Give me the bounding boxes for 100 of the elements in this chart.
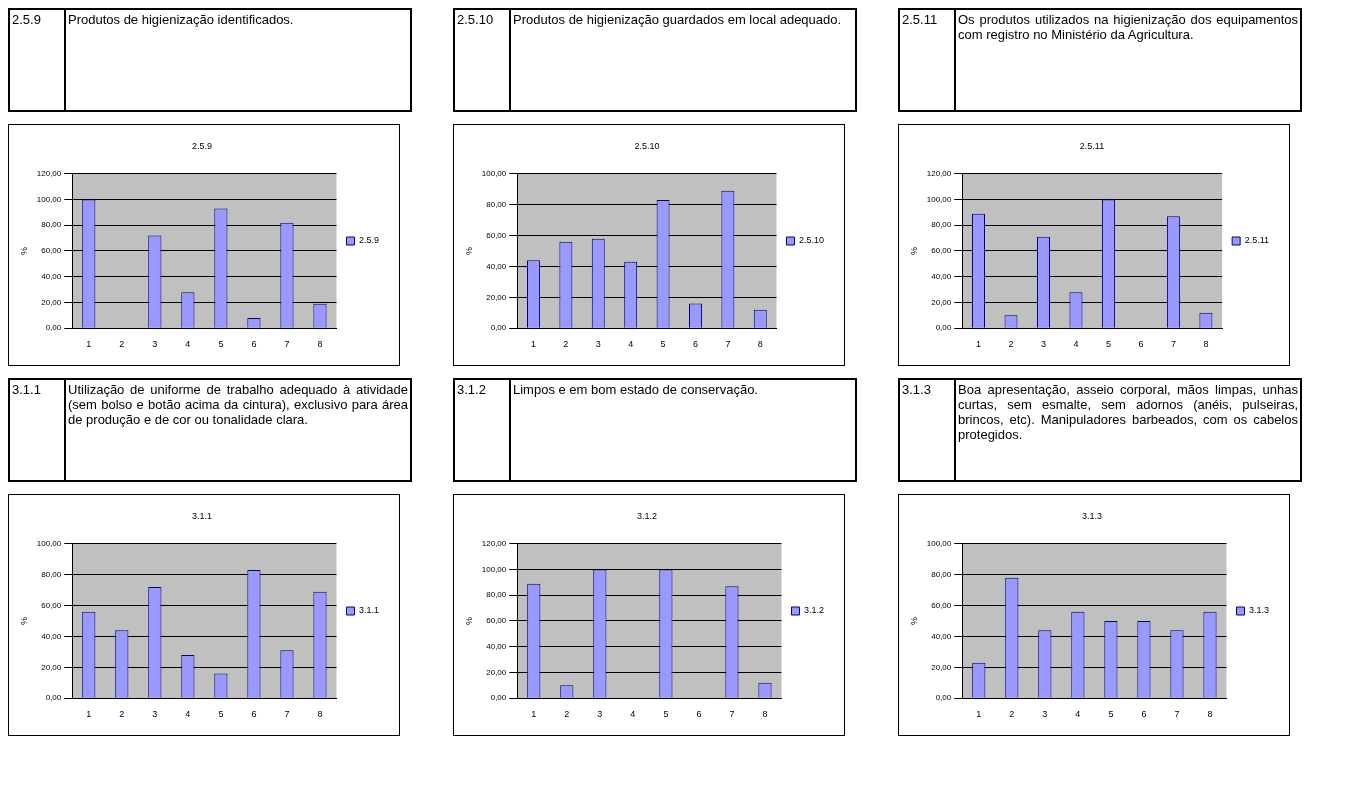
y-tick-label: 80,00 — [931, 220, 952, 230]
x-tick-label: 3 — [1042, 709, 1048, 720]
y-tick-label: 120,00 — [36, 169, 62, 178]
y-tick-label: 20,00 — [41, 662, 62, 672]
x-tick-label: 1 — [86, 709, 92, 720]
x-tick-label: 6 — [696, 709, 702, 720]
x-tick-label: 8 — [1207, 709, 1213, 720]
chart-title: 3.1.3 — [1081, 510, 1103, 521]
x-tick-label: 7 — [1170, 339, 1176, 350]
y-tick-label: 0,00 — [45, 693, 62, 703]
y-tick-label: 120,00 — [481, 539, 507, 548]
x-tick-label: 7 — [284, 709, 290, 720]
y-axis-title: % — [18, 246, 29, 256]
x-tick-label: 8 — [762, 709, 768, 720]
y-tick-label: 100,00 — [926, 539, 952, 548]
x-tick-label: 1 — [86, 339, 92, 350]
x-tick-label: 6 — [1141, 709, 1147, 720]
x-tick-label: 2 — [1008, 339, 1014, 350]
x-tick-label: 5 — [663, 709, 669, 720]
y-axis-title: % — [908, 616, 919, 626]
text: 2.5.9 — [10, 10, 66, 110]
x-tick-label: 4 — [185, 709, 191, 720]
y-tick-label: 20,00 — [486, 667, 507, 677]
legend-label: 2.5.9 — [358, 235, 380, 246]
chart-title: 2.5.10 — [634, 140, 660, 151]
y-tick-label: 20,00 — [931, 662, 952, 672]
x-tick-label: 3 — [152, 709, 158, 720]
x-tick-label: 3 — [1040, 339, 1046, 350]
legend-label: 3.1.1 — [358, 605, 380, 616]
x-tick-label: 4 — [1075, 709, 1081, 720]
x-tick-label: 4 — [185, 339, 191, 350]
x-tick-label: 6 — [251, 339, 257, 350]
x-tick-label: 3 — [152, 339, 158, 350]
x-tick-label: 5 — [1108, 709, 1114, 720]
y-tick-label: 60,00 — [486, 230, 507, 240]
y-axis-title: % — [908, 246, 919, 256]
y-tick-label: 20,00 — [41, 297, 62, 307]
y-tick-label: 100,00 — [36, 539, 62, 548]
y-tick-label: 20,00 — [486, 292, 507, 302]
x-tick-label: 6 — [692, 339, 698, 350]
x-tick-label: 3 — [597, 709, 603, 720]
y-tick-label: 0,00 — [45, 323, 62, 333]
y-tick-label: 40,00 — [41, 631, 62, 641]
y-tick-label: 0,00 — [490, 693, 507, 703]
y-tick-label: 40,00 — [486, 641, 507, 651]
y-tick-label: 100,00 — [926, 194, 952, 204]
text: Produtos de higienização identificados. — [68, 12, 295, 27]
x-tick-label: 6 — [251, 709, 257, 720]
y-tick-label: 0,00 — [935, 693, 952, 703]
legend-label: 3.1.2 — [803, 605, 825, 616]
y-tick-label: 0,00 — [490, 323, 507, 333]
chart-title: 3.1.1 — [191, 510, 213, 521]
y-tick-label: 40,00 — [486, 261, 507, 271]
y-tick-label: 0,00 — [935, 323, 952, 333]
x-tick-label: 5 — [1105, 339, 1111, 350]
text: 3.1.1 — [10, 380, 66, 480]
y-tick-label: 20,00 — [931, 297, 952, 307]
y-tick-label: 60,00 — [41, 600, 62, 610]
legend-label: 2.5.10 — [798, 235, 825, 246]
y-tick-label: 120,00 — [926, 169, 952, 178]
y-tick-label: 80,00 — [41, 220, 62, 230]
x-tick-label: 2 — [564, 709, 570, 720]
chart-title: 2.5.11 — [1079, 140, 1105, 151]
x-tick-label: 5 — [660, 339, 666, 350]
text: 2.5.11 — [900, 10, 956, 110]
x-tick-label: 1 — [530, 339, 536, 350]
legend-label: 3.1.3 — [1248, 605, 1270, 616]
y-axis-title: % — [463, 616, 474, 626]
y-tick-label: 80,00 — [486, 590, 507, 600]
x-tick-label: 1 — [531, 709, 537, 720]
text: Boa apresentação, asseio corporal, mãos limpas, unhas curtas, sem esmalte, sem adornos (anéis, pulseiras, brincos, etc). Manipuladores barbeados, com os cabelos protegidos. — [958, 382, 1298, 442]
x-tick-label: 5 — [218, 339, 224, 350]
chart-title: 2.5.9 — [191, 140, 213, 151]
y-tick-label: 40,00 — [931, 271, 952, 281]
legend-label: 2.5.11 — [1244, 235, 1269, 246]
x-tick-label: 8 — [1203, 339, 1209, 350]
x-tick-label: 8 — [317, 339, 323, 350]
y-tick-label: 100,00 — [481, 564, 507, 574]
y-tick-label: 80,00 — [486, 199, 507, 209]
x-tick-label: 2 — [563, 339, 569, 350]
y-tick-label: 80,00 — [931, 569, 952, 579]
y-tick-label: 40,00 — [41, 271, 62, 281]
y-tick-label: 60,00 — [486, 616, 507, 626]
y-tick-label: 60,00 — [931, 600, 952, 610]
chart-title: 3.1.2 — [636, 510, 658, 521]
x-tick-label: 7 — [284, 339, 290, 350]
text: Os produtos utilizados na higienização dos equipamentos com registro no Ministério da Agricultura. — [958, 12, 1298, 42]
x-tick-label: 2 — [1009, 709, 1015, 720]
text: Produtos de higienização guardados em local adequado. — [513, 12, 843, 27]
x-tick-label: 4 — [630, 709, 636, 720]
y-axis-title: % — [18, 616, 29, 626]
y-tick-label: 60,00 — [41, 246, 62, 256]
x-tick-label: 3 — [595, 339, 601, 350]
text: 3.1.3 — [900, 380, 956, 480]
x-tick-label: 8 — [757, 339, 763, 350]
y-tick-label: 60,00 — [931, 246, 952, 256]
x-tick-label: 1 — [976, 709, 982, 720]
y-axis-title: % — [463, 246, 474, 256]
y-tick-label: 80,00 — [41, 569, 62, 579]
y-tick-label: 100,00 — [481, 169, 507, 178]
